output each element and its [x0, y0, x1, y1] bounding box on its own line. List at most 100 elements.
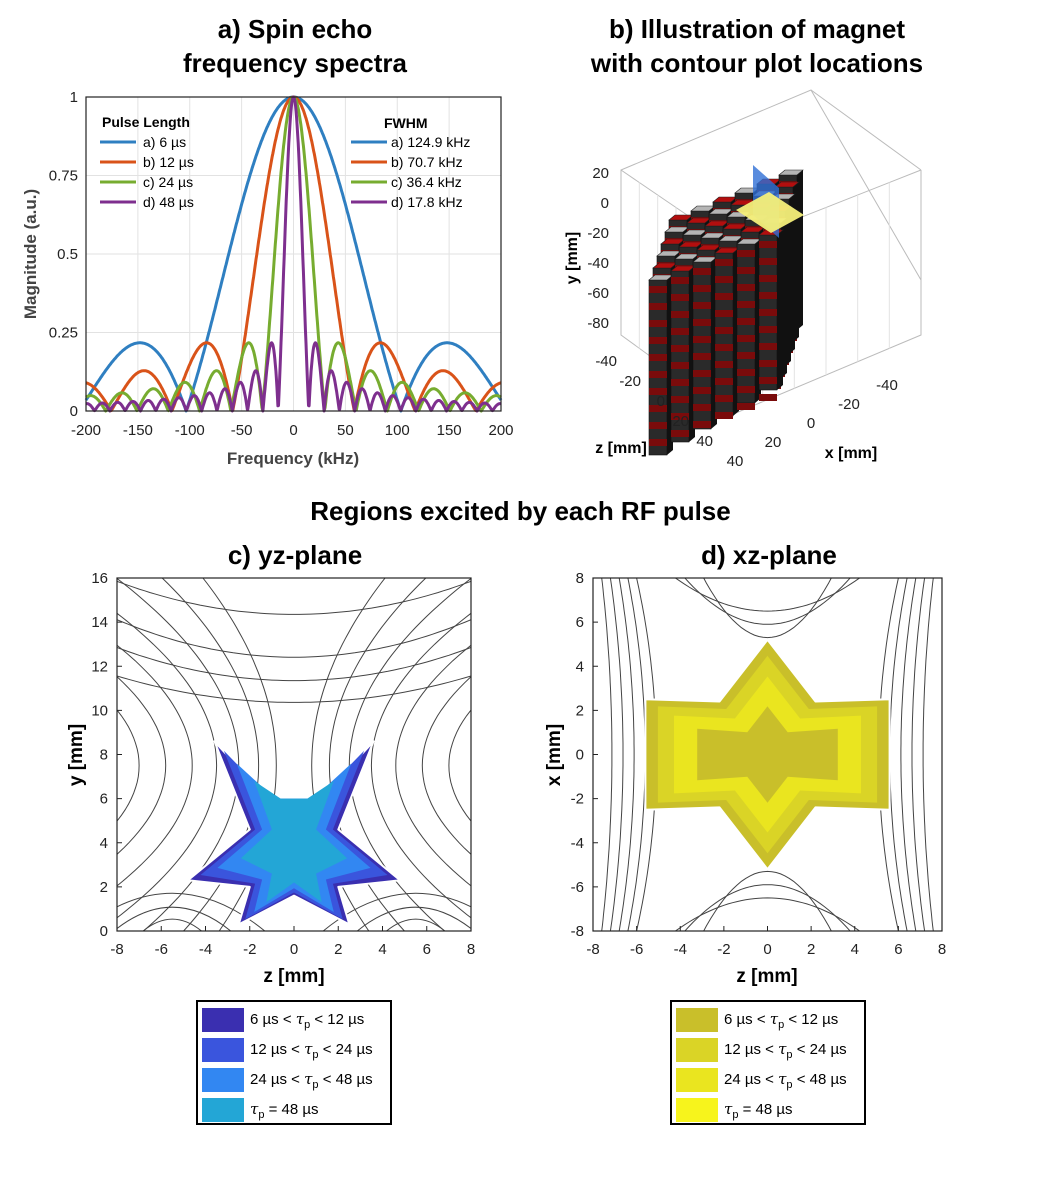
- x-tick-label: 4: [378, 941, 386, 958]
- x-tick-label: 2: [334, 941, 342, 958]
- x-tick-label: 200: [488, 422, 513, 439]
- y-tick-label: 6: [100, 791, 108, 808]
- contour-line: [911, 578, 926, 931]
- magnet-stripe: [737, 386, 755, 393]
- contour-line: [117, 675, 471, 703]
- legend-label: c) 24 µs: [143, 174, 193, 190]
- legend-label: τp = 48 µs: [250, 1099, 319, 1121]
- magnet-stripe: [693, 336, 711, 343]
- legend-swatch: [676, 1038, 718, 1062]
- x-tick-label: -2: [717, 941, 730, 958]
- yz-ylabel: y [mm]: [66, 724, 87, 786]
- yz-ticks: -8 -6 -4 -2 0 2 4 6 8 0 2 4 6 8 10 12 14 16: [91, 570, 475, 958]
- y-tick-label: 10: [91, 702, 108, 719]
- magnet-bar-side: [777, 230, 783, 390]
- magnet-stripe: [759, 377, 777, 384]
- y-tick-label: -8: [571, 923, 584, 940]
- contour-line: [618, 578, 635, 931]
- magnet-stripe: [693, 285, 711, 292]
- magnet-stripe: [649, 439, 667, 446]
- magnet-stripe: [671, 277, 689, 284]
- magnet-y-tick: 0: [601, 195, 609, 212]
- magnet-bar-top: [778, 169, 804, 176]
- magnet-stripe: [649, 371, 667, 378]
- x-tick-label: 8: [467, 941, 475, 958]
- magnet-stripe: [649, 303, 667, 310]
- yz-legend-row: 6 µs < τp < 12 µs: [202, 1008, 364, 1032]
- magnet-ylabel: y [mm]: [564, 232, 581, 284]
- panel-b-title-line2: with contour plot locations: [590, 48, 924, 78]
- yz-xlabel: z [mm]: [263, 966, 324, 987]
- magnet-stripe: [693, 302, 711, 309]
- magnet-stripe: [715, 361, 733, 368]
- contour-line: [448, 709, 471, 822]
- magnet-y-tick: -20: [587, 225, 609, 242]
- legend-swatch: [202, 1068, 244, 1092]
- fwhm-label: d) 17.8 kHz: [391, 194, 463, 210]
- magnet-stripe: [759, 292, 777, 299]
- legend-label: a) 6 µs: [143, 134, 186, 150]
- legend-label: 6 µs < τp < 12 µs: [724, 1009, 839, 1031]
- magnet-stripe: [715, 327, 733, 334]
- spectra-axes-box: [85, 96, 502, 412]
- magnet-zlabel: z [mm]: [595, 440, 647, 457]
- x-tick-label: -200: [71, 422, 101, 439]
- magnet-stripe: [759, 258, 777, 265]
- x-tick-label: -150: [123, 422, 153, 439]
- magnet-stripe: [693, 353, 711, 360]
- magnet-stripe: [671, 328, 689, 335]
- magnet-stripe: [759, 394, 777, 401]
- y-tick-label: 8: [576, 570, 584, 587]
- x-tick-label: 4: [851, 941, 859, 958]
- contour-line: [322, 892, 471, 931]
- yz-legend-row: τp = 48 µs: [202, 1098, 319, 1122]
- xz-ylabel: x [mm]: [544, 724, 565, 786]
- xz-legend-row: τp = 48 µs: [676, 1098, 793, 1122]
- legend-swatch: [676, 1068, 718, 1092]
- x-tick-label: 50: [337, 422, 354, 439]
- x-tick-label: 0: [289, 422, 297, 439]
- magnet-stripe: [693, 404, 711, 411]
- x-tick-label: -8: [586, 941, 599, 958]
- magnet-y-tick: 20: [592, 165, 609, 182]
- spectra-xlabel: Frequency (kHz): [227, 449, 359, 468]
- magnet-stripe: [671, 294, 689, 301]
- y-tick-label: 0.25: [49, 325, 78, 342]
- magnet-stripe: [693, 387, 711, 394]
- legend-label: d) 48 µs: [143, 194, 194, 210]
- y-tick-label: 0: [100, 923, 108, 940]
- xz-ticks: -8 -6 -4 -2 0 2 4 6 8 -8 -6 -4 -2 0 2 4 6 8: [571, 570, 947, 958]
- contour-line: [117, 676, 167, 856]
- magnet-stripe: [737, 335, 755, 342]
- contour-line: [922, 578, 934, 931]
- magnet-z-tick: -20: [619, 373, 641, 390]
- magnet-stripe: [649, 388, 667, 395]
- legend-label: 12 µs < τp < 24 µs: [250, 1039, 373, 1061]
- x-tick-label: -6: [630, 941, 643, 958]
- magnet-stripe: [737, 301, 755, 308]
- y-tick-label: 8: [100, 747, 108, 764]
- xz-contour-lines: [601, 578, 934, 931]
- magnet-stripe: [693, 370, 711, 377]
- contour-line: [684, 578, 851, 625]
- x-tick-label: -4: [199, 941, 212, 958]
- contour-line: [356, 906, 471, 931]
- x-tick-label: 0: [290, 941, 298, 958]
- magnet-stripe: [715, 412, 733, 419]
- magnet-y-tick: -80: [587, 315, 609, 332]
- legend-label: b) 12 µs: [143, 154, 194, 170]
- magnet-stripe: [737, 318, 755, 325]
- yz-legend: 6 µs < τp < 12 µs 12 µs < τp < 24 µs 24 µs…: [196, 1000, 392, 1125]
- contour-line: [386, 918, 446, 931]
- legend-label: 6 µs < τp < 12 µs: [250, 1009, 365, 1031]
- y-tick-label: -2: [571, 791, 584, 808]
- y-tick-label: 12: [91, 658, 108, 675]
- y-tick-label: 0.5: [57, 246, 78, 263]
- magnet-stripe: [759, 343, 777, 350]
- magnet-y-tick: -40: [587, 255, 609, 272]
- magnet-stripe: [649, 320, 667, 327]
- magnet-stripe: [671, 362, 689, 369]
- y-tick-label: 14: [91, 614, 108, 631]
- x-tick-label: 6: [423, 941, 431, 958]
